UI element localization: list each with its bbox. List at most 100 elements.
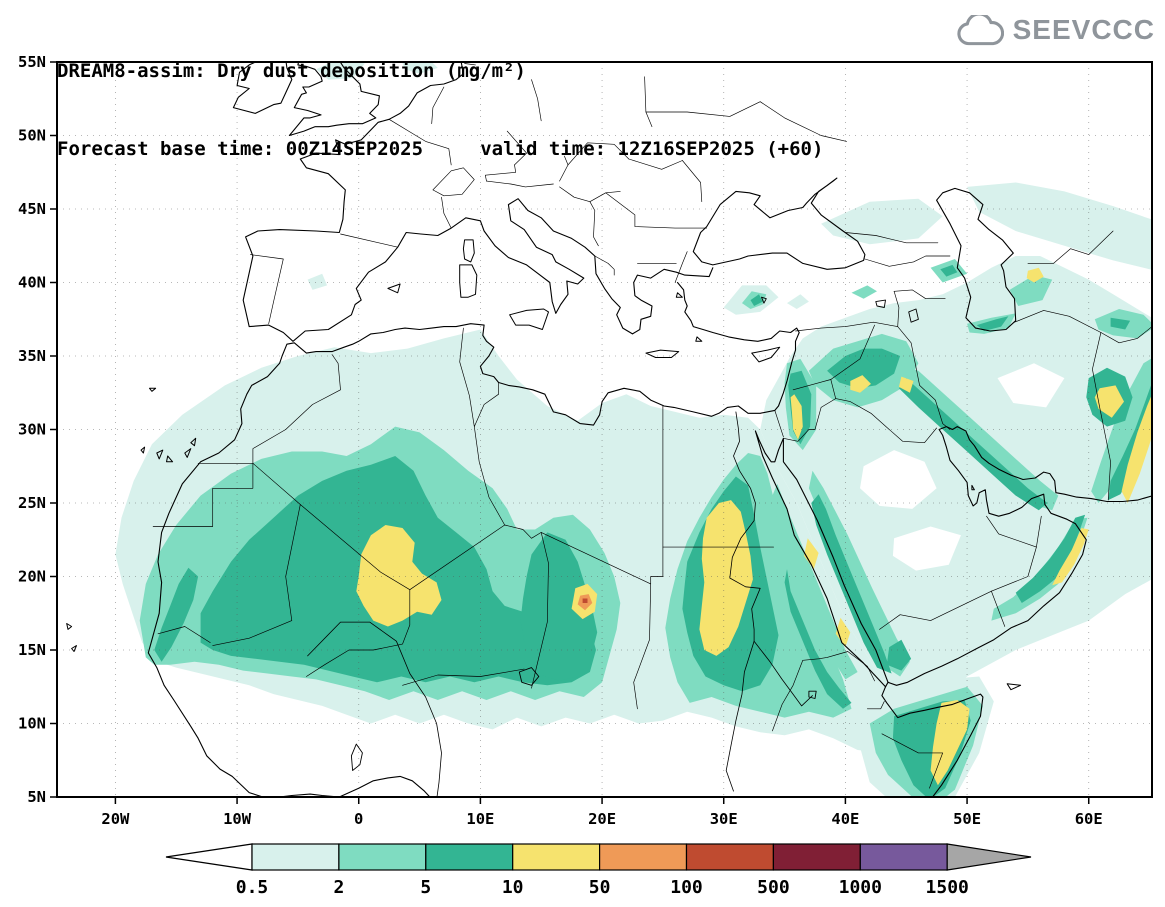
river-line bbox=[725, 411, 761, 792]
colorbar-label: 0.5 bbox=[236, 877, 269, 898]
contour-region-10 bbox=[1121, 394, 1152, 503]
contour-region-5 bbox=[1108, 382, 1152, 501]
border-line bbox=[152, 462, 254, 527]
colorbar-segment bbox=[772, 843, 861, 871]
border-line bbox=[864, 255, 951, 267]
coast-line bbox=[881, 686, 984, 797]
border-line bbox=[879, 590, 992, 630]
island-line bbox=[509, 308, 549, 330]
contour-region-100 bbox=[582, 598, 588, 603]
border-line bbox=[866, 701, 885, 710]
island-line bbox=[695, 336, 703, 342]
lon-label: 20W bbox=[101, 810, 130, 828]
lon-label: 10W bbox=[223, 810, 252, 828]
contour-region-2 bbox=[808, 470, 910, 677]
border-line bbox=[559, 186, 621, 203]
border-line bbox=[402, 668, 525, 686]
colorbar-label: 100 bbox=[670, 877, 703, 898]
border-line bbox=[792, 324, 875, 391]
lat-label: 10N bbox=[18, 715, 46, 733]
colorbar-label: 2 bbox=[333, 877, 344, 898]
border-line bbox=[459, 327, 475, 427]
contour-region-10 bbox=[1094, 385, 1124, 418]
contour-region-5 bbox=[811, 494, 892, 674]
contour-region-10 bbox=[835, 617, 851, 648]
contour-region-5 bbox=[886, 639, 912, 671]
island-line bbox=[190, 437, 197, 447]
gridlines bbox=[57, 62, 1152, 797]
axis-ticks bbox=[50, 61, 1090, 804]
lake-line bbox=[761, 296, 767, 304]
border-line bbox=[473, 426, 506, 526]
colorbar-segment bbox=[338, 843, 427, 871]
river-line bbox=[753, 640, 813, 707]
lat-label: 40N bbox=[18, 274, 46, 292]
coast-line bbox=[936, 187, 1017, 332]
island-line bbox=[675, 292, 683, 298]
border-line bbox=[431, 86, 445, 125]
border-line bbox=[306, 589, 411, 677]
contour-region-10 bbox=[699, 500, 753, 656]
colorbar-label: 1500 bbox=[926, 877, 969, 898]
contour-region-0.5 bbox=[316, 62, 365, 80]
island-line bbox=[387, 283, 401, 294]
cloud-icon bbox=[957, 14, 1004, 45]
lat-label: 50N bbox=[18, 127, 46, 145]
coast-line bbox=[232, 62, 293, 114]
border-line bbox=[1092, 332, 1111, 501]
border-line bbox=[991, 590, 1006, 627]
colorbar-under-arrow bbox=[165, 843, 253, 871]
coast-line bbox=[288, 62, 380, 137]
lat-label: 20N bbox=[18, 568, 46, 586]
contour-region-5 bbox=[976, 316, 1009, 331]
colorbar-label: 500 bbox=[757, 877, 790, 898]
border-line bbox=[881, 733, 944, 789]
coast-line bbox=[692, 177, 866, 270]
contour-region-0.5 bbox=[787, 294, 809, 309]
lon-label: 10E bbox=[466, 810, 494, 828]
island-line bbox=[1006, 683, 1022, 691]
lon-label: 60E bbox=[1075, 810, 1103, 828]
border-line bbox=[464, 63, 476, 66]
island-line bbox=[971, 484, 975, 491]
border-line bbox=[802, 651, 875, 682]
border-line bbox=[212, 504, 301, 646]
border-line bbox=[605, 192, 708, 229]
border-line bbox=[252, 462, 506, 591]
river-line bbox=[307, 621, 442, 797]
border-line bbox=[774, 410, 784, 438]
island-line bbox=[184, 448, 192, 458]
plot-title-line1: DREAM8-assim: Dry dust deposition (mg/m²… bbox=[57, 60, 526, 82]
plot-title-line2: Forecast base time: 00Z14SEP2025 valid t… bbox=[57, 138, 824, 160]
border-line bbox=[473, 382, 499, 427]
lon-label: 20E bbox=[588, 810, 616, 828]
colorbar-label: 10 bbox=[502, 877, 524, 898]
axis-labels: 55N 50N 45N 40N 35N 30N 25N 20N 15N 10N 5N 20W 10W 0 1… bbox=[18, 53, 1103, 828]
contour-region-5 bbox=[940, 264, 958, 277]
map-outlines bbox=[66, 62, 1152, 797]
contour-region-5 bbox=[1110, 317, 1131, 330]
border-line bbox=[991, 515, 1042, 592]
border-line bbox=[531, 79, 542, 122]
island-line bbox=[751, 346, 781, 363]
island-line bbox=[459, 264, 478, 298]
border-line bbox=[540, 532, 652, 585]
border-line bbox=[506, 130, 527, 166]
contour-region-0.5 bbox=[401, 62, 438, 74]
border-line bbox=[759, 101, 847, 142]
border-line bbox=[628, 158, 683, 170]
border-line bbox=[986, 515, 1037, 548]
contour-region-5 bbox=[154, 567, 199, 662]
border-line bbox=[252, 354, 341, 464]
contour-region-10 bbox=[790, 394, 803, 440]
coast-line bbox=[242, 62, 714, 342]
colorbar-segment bbox=[251, 843, 340, 871]
colorbar-labels: 0.5 2 5 10 50 100 500 1000 1500 bbox=[236, 877, 969, 898]
lon-label: 30E bbox=[710, 810, 738, 828]
colorbar-over-arrow bbox=[946, 843, 1032, 871]
coast-line bbox=[887, 426, 1152, 686]
colorbar-segment bbox=[859, 843, 948, 871]
border-line bbox=[650, 546, 664, 585]
border-line bbox=[589, 201, 599, 247]
